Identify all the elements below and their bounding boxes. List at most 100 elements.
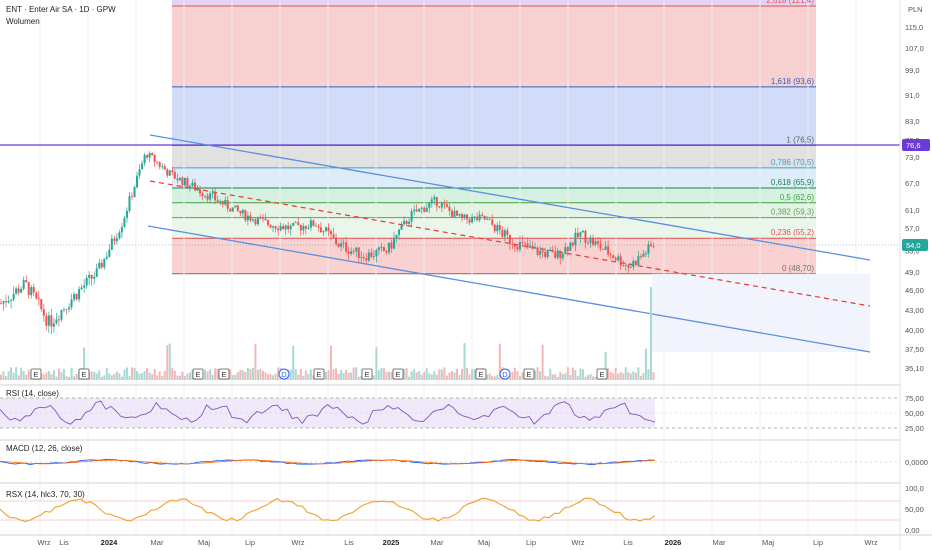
earnings-marker[interactable] bbox=[78, 368, 90, 380]
time-tick-label[interactable]: Lip bbox=[245, 538, 255, 547]
volume-bars bbox=[0, 287, 655, 380]
price-tick-label: 40,00 bbox=[905, 326, 924, 335]
candle-body bbox=[287, 225, 290, 230]
rsx-line bbox=[0, 497, 656, 523]
earnings-marker[interactable] bbox=[313, 368, 325, 380]
candle-body bbox=[433, 197, 436, 200]
volume-bar bbox=[118, 373, 121, 380]
candle-body bbox=[607, 246, 610, 255]
level-price-badge[interactable] bbox=[902, 139, 930, 151]
volume-bar bbox=[350, 372, 353, 380]
candle-body bbox=[52, 323, 55, 327]
time-tick-label[interactable]: Lis bbox=[59, 538, 69, 547]
candle-body bbox=[393, 238, 395, 249]
event-marker-label: D bbox=[502, 370, 508, 379]
channel-upper-line[interactable] bbox=[149, 134, 871, 261]
earnings-marker[interactable] bbox=[523, 368, 535, 380]
rsx-title: RSX (14, hlc3, 70, 30) bbox=[6, 490, 85, 499]
time-tick-label[interactable]: 2024 bbox=[101, 538, 119, 547]
time-tick-label[interactable]: Maj bbox=[198, 538, 210, 547]
volume-bar bbox=[110, 375, 113, 380]
candle-body bbox=[249, 215, 252, 221]
candle-body bbox=[647, 244, 650, 254]
candle-body bbox=[193, 182, 196, 191]
channel-lower-line[interactable] bbox=[147, 225, 871, 353]
channel-midline[interactable] bbox=[149, 180, 871, 307]
volume-bar bbox=[133, 367, 136, 380]
candle-body bbox=[267, 220, 270, 225]
time-tick-label[interactable]: Mar bbox=[151, 538, 164, 547]
price-channel[interactable] bbox=[0, 134, 900, 353]
volume-bar bbox=[289, 369, 292, 380]
dividend-marker[interactable] bbox=[278, 368, 290, 380]
earnings-marker[interactable] bbox=[218, 368, 230, 380]
volume-bar bbox=[496, 374, 499, 380]
candle-body bbox=[579, 232, 582, 237]
volume-bar bbox=[50, 374, 53, 380]
time-tick-label[interactable]: Wrz bbox=[864, 538, 877, 547]
volume-bar bbox=[342, 372, 345, 380]
price-tick-label: 37,50 bbox=[905, 345, 924, 354]
earnings-marker[interactable] bbox=[392, 368, 404, 380]
volume-bar bbox=[47, 371, 50, 380]
earnings-marker[interactable] bbox=[596, 368, 608, 380]
time-tick-label[interactable]: Lip bbox=[813, 538, 823, 547]
candle-body bbox=[435, 197, 438, 207]
price-axis[interactable]: 115,0107,099,091,083,078,073,067,061,057… bbox=[899, 0, 930, 550]
time-tick-label[interactable]: Wrz bbox=[571, 538, 584, 547]
candle-body bbox=[566, 246, 569, 251]
volume-bar bbox=[131, 367, 133, 380]
candle-body bbox=[486, 219, 489, 220]
volume-bar bbox=[491, 375, 494, 380]
earnings-marker[interactable] bbox=[192, 368, 204, 380]
time-tick-label[interactable]: Mar bbox=[713, 538, 726, 547]
time-tick-label[interactable]: 2025 bbox=[383, 538, 400, 547]
earnings-marker[interactable] bbox=[361, 368, 373, 380]
volume-bar bbox=[161, 376, 164, 380]
volume-bar bbox=[450, 371, 453, 380]
time-tick-label[interactable]: Mar bbox=[431, 538, 444, 547]
time-tick-label[interactable]: 2026 bbox=[665, 538, 682, 547]
candle-body bbox=[27, 282, 30, 296]
volume-bar bbox=[95, 373, 98, 380]
volume-bar bbox=[375, 347, 378, 380]
volume-bar bbox=[453, 372, 456, 380]
price-tick-label: 83,0 bbox=[905, 117, 920, 126]
time-tick-label[interactable]: Wrz bbox=[291, 538, 304, 547]
time-tick-label[interactable]: Maj bbox=[478, 538, 490, 547]
candle-body bbox=[483, 215, 486, 220]
volume-bar bbox=[534, 370, 537, 380]
time-tick-label[interactable]: Lis bbox=[623, 538, 633, 547]
volume-bar bbox=[256, 369, 259, 380]
candle-body bbox=[133, 187, 136, 197]
volume-bar bbox=[415, 372, 418, 380]
volume-bar bbox=[345, 369, 348, 380]
macd-line bbox=[0, 458, 656, 466]
time-tick-label[interactable]: Wrz bbox=[37, 538, 50, 547]
time-tick-label[interactable]: Lis bbox=[344, 538, 354, 547]
volume-bar bbox=[468, 374, 471, 380]
candle-body bbox=[236, 205, 239, 211]
candle-body bbox=[398, 229, 401, 235]
earnings-marker[interactable] bbox=[30, 368, 42, 380]
volume-bar bbox=[75, 373, 78, 380]
time-axis[interactable]: Wrz Lis 2024 Mar Maj Lip Wrz Lis 2025 Mar Maj Lip Wr… bbox=[37, 538, 877, 547]
time-tick-label[interactable]: Lip bbox=[526, 538, 536, 547]
volume-bar bbox=[433, 371, 436, 380]
candle-body bbox=[362, 257, 365, 259]
candle-body bbox=[466, 214, 469, 220]
fib-labels: 2,618 (121,4) 1,618 (93,6) 1 (76,5) 0,786 (… bbox=[766, 0, 814, 273]
candle-body bbox=[337, 243, 340, 247]
candle-body bbox=[498, 225, 501, 231]
volume-bar bbox=[455, 368, 458, 380]
volume-bar bbox=[93, 371, 96, 380]
time-tick-label[interactable]: Maj bbox=[762, 538, 774, 547]
candle-body bbox=[37, 298, 40, 300]
last-price-badge[interactable] bbox=[902, 239, 928, 251]
dividend-marker[interactable] bbox=[499, 368, 511, 380]
fib-top-band bbox=[172, 0, 816, 6]
candle-body bbox=[372, 256, 375, 257]
earnings-marker[interactable] bbox=[475, 368, 487, 380]
